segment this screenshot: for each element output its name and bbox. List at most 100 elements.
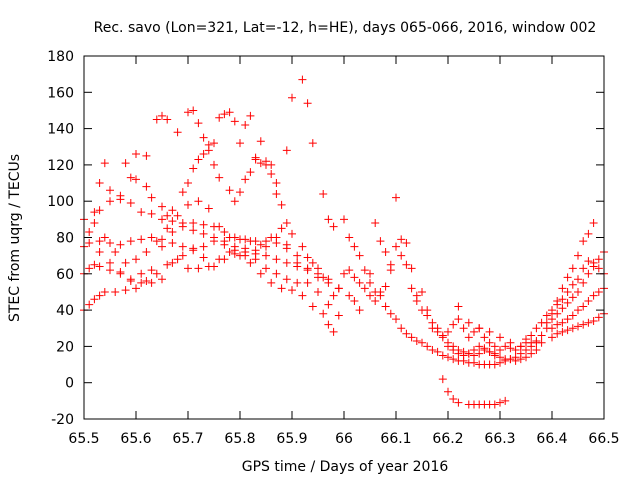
- data-point: [563, 326, 572, 335]
- y-tick-label: 100: [47, 194, 74, 210]
- data-point: [95, 206, 104, 215]
- data-point: [319, 189, 328, 198]
- data-point: [241, 175, 250, 184]
- data-point: [251, 249, 260, 258]
- data-point: [579, 237, 588, 246]
- data-point: [158, 202, 166, 211]
- x-tick-label: 66.2: [432, 431, 463, 447]
- data-point: [532, 324, 541, 333]
- data-point: [163, 224, 172, 233]
- y-tick-label: 160: [47, 85, 74, 101]
- data-point: [563, 298, 572, 307]
- data-point: [189, 218, 198, 227]
- data-point: [303, 266, 312, 275]
- data-point: [106, 186, 114, 195]
- data-point: [173, 211, 182, 220]
- data-point: [563, 287, 572, 296]
- data-point: [126, 173, 135, 182]
- data-point: [558, 295, 567, 304]
- data-point: [366, 291, 374, 300]
- data-point: [459, 351, 468, 360]
- data-point: [199, 220, 208, 229]
- data-point: [329, 327, 338, 336]
- data-point: [90, 218, 99, 227]
- data-point: [418, 338, 426, 347]
- data-point: [100, 159, 109, 168]
- data-point: [345, 291, 354, 300]
- data-point: [132, 255, 140, 264]
- data-point: [95, 291, 104, 300]
- data-point: [189, 226, 198, 235]
- data-point: [272, 179, 281, 188]
- data-point: [548, 309, 556, 318]
- data-point: [589, 262, 598, 271]
- data-point: [485, 338, 494, 347]
- data-point: [184, 200, 192, 209]
- data-point: [173, 128, 182, 137]
- data-point: [553, 320, 562, 329]
- data-point: [116, 191, 125, 200]
- data-point: [386, 309, 395, 318]
- data-point: [438, 375, 447, 384]
- data-point: [282, 218, 291, 227]
- data-point: [142, 248, 151, 257]
- x-tick-label: 66.3: [484, 431, 515, 447]
- data-point: [236, 235, 244, 244]
- data-point: [589, 291, 598, 300]
- data-point: [147, 193, 156, 202]
- data-point: [220, 228, 229, 237]
- data-point: [85, 228, 94, 237]
- y-axis: -20 0 20 40 60 80 100 120 140 160 180: [47, 49, 604, 428]
- data-point: [464, 333, 473, 342]
- y-tick-label: 120: [47, 158, 74, 174]
- y-tick-label: 20: [56, 339, 74, 355]
- data-point: [288, 93, 296, 102]
- chart-title: Rec. savo (Lon=321, Lat=-12, h=HE), days…: [94, 20, 597, 36]
- data-point: [106, 266, 114, 275]
- data-point: [345, 233, 354, 242]
- data-point: [288, 229, 296, 238]
- data-point: [496, 346, 504, 355]
- data-point: [553, 297, 562, 306]
- data-point: [106, 197, 114, 206]
- data-point: [225, 248, 234, 257]
- data-point: [568, 293, 577, 302]
- data-point: [106, 258, 114, 267]
- data-point: [106, 238, 114, 247]
- data-point: [454, 349, 463, 358]
- data-point: [95, 262, 104, 271]
- data-point: [381, 282, 390, 291]
- data-point: [418, 287, 426, 296]
- data-point: [267, 169, 276, 178]
- data-point: [350, 242, 359, 251]
- data-point: [121, 159, 130, 168]
- data-point: [407, 264, 416, 273]
- data-point: [142, 182, 151, 191]
- data-point: [132, 175, 140, 184]
- data-point: [532, 346, 541, 355]
- data-point: [121, 258, 130, 267]
- data-point: [85, 300, 94, 309]
- x-tick-label: 65.6: [120, 431, 151, 447]
- data-point: [584, 318, 593, 327]
- data-point: [360, 266, 369, 275]
- data-point: [158, 275, 166, 284]
- y-axis-label: STEC from uqrg / TECUs: [7, 154, 23, 322]
- data-point: [574, 287, 582, 296]
- data-point: [371, 218, 380, 227]
- data-point: [397, 251, 406, 260]
- data-point: [246, 237, 255, 246]
- data-point: [350, 273, 359, 282]
- data-point: [288, 286, 296, 295]
- data-point: [579, 278, 588, 287]
- data-point: [407, 333, 416, 342]
- data-point: [220, 255, 229, 264]
- data-point: [490, 342, 499, 351]
- data-point: [126, 237, 135, 246]
- data-point: [95, 237, 104, 246]
- data-point: [147, 209, 156, 218]
- data-point: [168, 217, 177, 226]
- data-point: [412, 297, 421, 306]
- data-point: [324, 320, 333, 329]
